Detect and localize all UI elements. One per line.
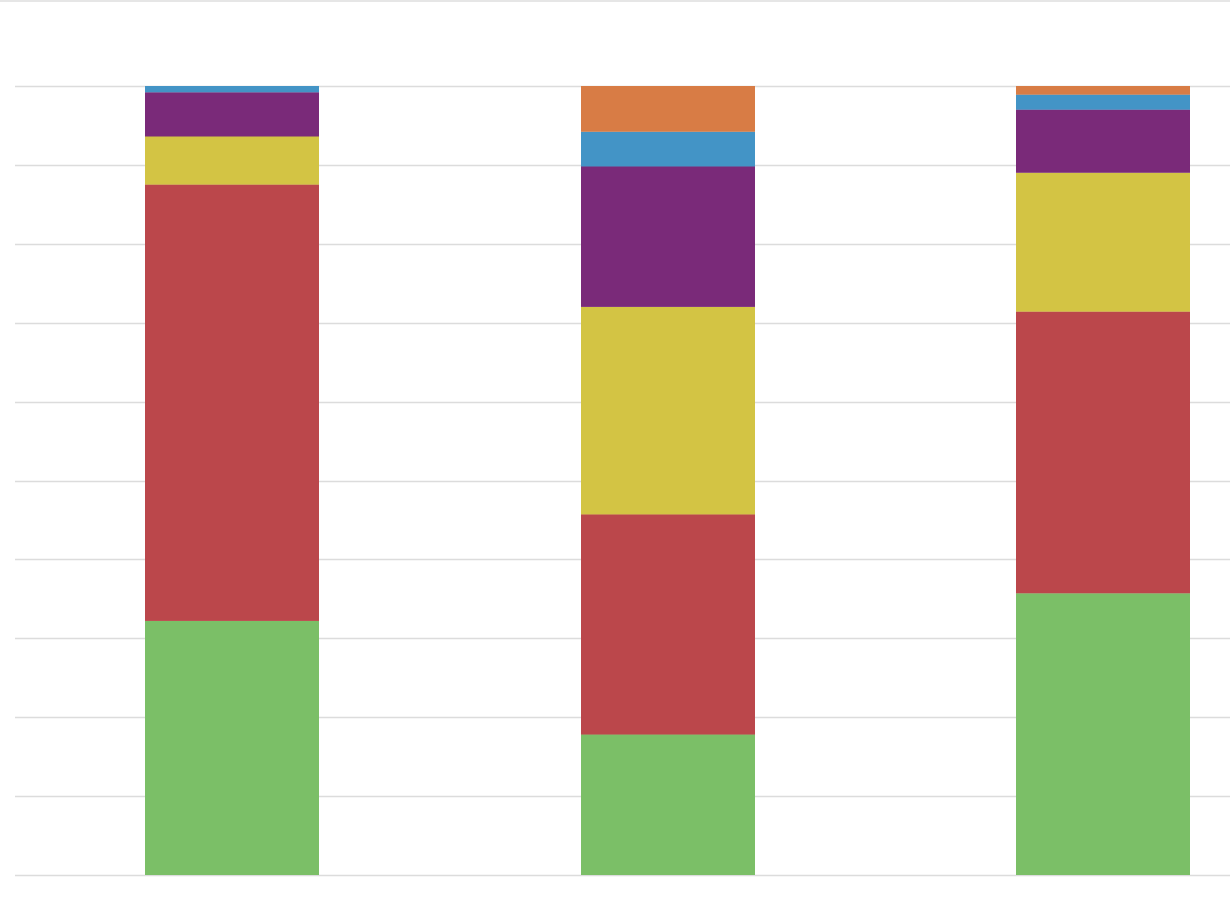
bar-segment [1016, 311, 1190, 594]
bar-segment [145, 184, 319, 621]
bar-segment [145, 136, 319, 185]
bar-segment [145, 92, 319, 137]
bar-segment [1016, 94, 1190, 110]
bar-segment [145, 86, 319, 93]
bar-segment [1016, 86, 1190, 95]
bar-segment [145, 620, 319, 875]
bar-segment [581, 166, 755, 307]
bar-stack-2 [581, 86, 755, 875]
bar-segment [1016, 109, 1190, 173]
bar-segment [581, 514, 755, 735]
bar-segment [1016, 593, 1190, 875]
bar-stack-1 [145, 86, 319, 875]
bar-segment [581, 131, 755, 167]
top-border [0, 0, 1230, 2]
bar-segment [581, 734, 755, 875]
bar-stack-3 [1016, 86, 1190, 875]
bars [145, 86, 1190, 875]
bar-segment [1016, 172, 1190, 312]
bar-segment [581, 86, 755, 132]
bar-segment [581, 306, 755, 515]
